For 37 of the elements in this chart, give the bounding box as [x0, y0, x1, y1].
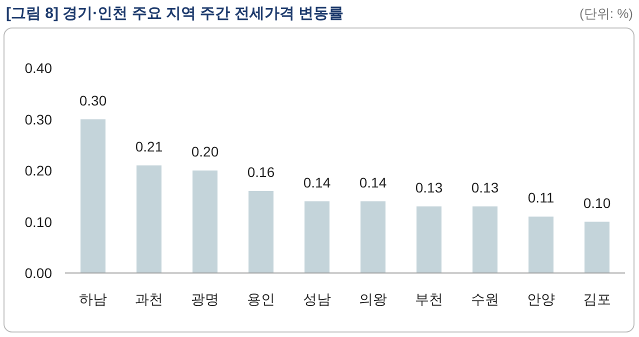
x-tick-label: 안양 — [527, 291, 555, 307]
bar — [192, 170, 218, 273]
bar — [584, 222, 610, 273]
x-tick-label: 광명 — [191, 291, 219, 307]
y-tick-label: 0.10 — [24, 214, 52, 230]
y-tick-label: 0.00 — [24, 265, 52, 281]
data-label: 0.13 — [471, 179, 499, 196]
y-tick-label: 0.40 — [24, 60, 52, 76]
x-tick-label: 과천 — [135, 291, 163, 307]
data-label: 0.20 — [191, 144, 219, 160]
bar — [80, 119, 106, 273]
bar — [528, 216, 554, 273]
bar — [304, 201, 330, 273]
text: (단위: %) — [580, 6, 633, 21]
y-tick-label: 0.30 — [24, 111, 52, 128]
data-label: 0.13 — [415, 179, 443, 196]
bar — [416, 206, 442, 273]
data-label: 0.14 — [303, 174, 331, 190]
y-tick-label: 0.20 — [24, 162, 52, 178]
x-tick-label: 의왕 — [359, 291, 387, 307]
data-label: 0.14 — [359, 174, 387, 190]
bar — [248, 191, 274, 273]
data-label: 0.21 — [135, 138, 163, 154]
x-tick-label: 성남 — [303, 291, 331, 307]
data-label: 0.30 — [79, 92, 107, 108]
x-tick-label: 부천 — [415, 291, 443, 307]
x-tick-label: 용인 — [247, 291, 275, 307]
data-label: 0.16 — [247, 164, 275, 180]
data-label: 0.10 — [583, 194, 611, 211]
x-tick-label: 김포 — [583, 291, 611, 307]
data-label: 0.11 — [528, 190, 554, 206]
chart-title: [그림 8] 경기·인천 주요 지역 주간 전세가격 변동률 — [6, 5, 344, 22]
bar — [360, 201, 386, 273]
bar — [472, 206, 498, 273]
x-tick-label: 수원 — [471, 291, 499, 307]
x-tick-label: 하남 — [79, 291, 107, 307]
bar — [136, 165, 162, 273]
